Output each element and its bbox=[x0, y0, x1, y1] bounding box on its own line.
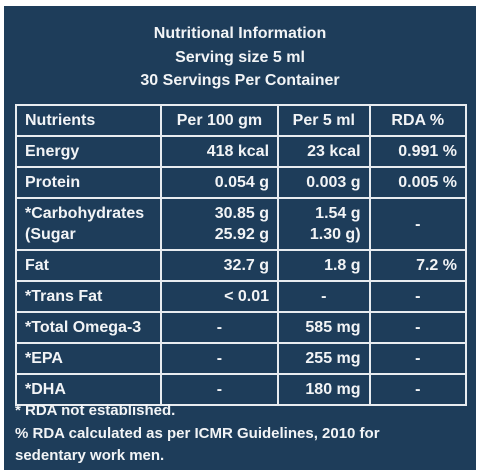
table-cell: - bbox=[277, 280, 371, 313]
table-cell: 0.054 g bbox=[159, 166, 280, 199]
column-header: Per 5 ml bbox=[277, 104, 371, 137]
table-row: *Carbohydrates (Sugar 30.85 g 25.92 g 1.54 g… bbox=[15, 197, 468, 251]
cell-line: *Carbohydrates bbox=[25, 205, 145, 222]
table-row: Fat 32.7 g 1.8 g 7.2 % bbox=[15, 249, 468, 282]
cell-line: 1.30 g) bbox=[309, 226, 361, 243]
table-cell: 180 mg bbox=[277, 373, 371, 406]
table-row: *DHA -180 mg - bbox=[15, 373, 468, 406]
header-line: 30 Servings Per Container bbox=[140, 72, 340, 89]
table-cell: 32.7 g bbox=[159, 249, 280, 282]
table-cell: - bbox=[368, 373, 468, 406]
label-panel: Nutritional Information Serving size 5 ml… bbox=[4, 6, 476, 470]
cell-line: (Sugar bbox=[25, 226, 76, 243]
footnote: * RDA not established. bbox=[15, 402, 176, 419]
table-cell: - bbox=[368, 342, 468, 375]
header: Nutritional Information Serving size 5 ml… bbox=[4, 6, 476, 93]
table-cell: 1.54 g 1.30 g) bbox=[277, 197, 371, 251]
table-cell: - bbox=[368, 280, 468, 313]
footnote: % RDA calculated as per ICMR Guidelines,… bbox=[15, 424, 380, 442]
cell-line: 25.92 g bbox=[214, 226, 270, 243]
table-cell: 0.991 % bbox=[368, 135, 468, 168]
table-row: *Trans Fat < 0.01- - bbox=[15, 280, 468, 313]
table-cell: 0.005 % bbox=[368, 166, 468, 199]
table-row: *EPA -255 mg - bbox=[15, 342, 468, 375]
table-cell: 7.2 % bbox=[368, 249, 468, 282]
header-line: Nutritional Information bbox=[153, 25, 327, 42]
table-cell: 418 kcal bbox=[159, 135, 280, 168]
table-row: Energy 418 kcal 23 kcal 0.991 % bbox=[15, 135, 468, 168]
cell-line: 1.54 g bbox=[315, 205, 361, 222]
footnote: sedentary work men. bbox=[15, 447, 165, 464]
table-cell: Energy bbox=[15, 135, 162, 168]
table-cell: *Trans Fat bbox=[15, 280, 162, 313]
table-cell: - bbox=[159, 311, 280, 344]
table-cell: 1.8 g bbox=[277, 249, 371, 282]
column-header: Nutrients bbox=[15, 104, 162, 137]
table-cell: - bbox=[368, 197, 468, 251]
table-cell: 23 kcal bbox=[277, 135, 371, 168]
table-cell: 0.003 g bbox=[277, 166, 371, 199]
header-row: Nutrients Per 100 gm Per 5 ml RDA % bbox=[15, 104, 468, 137]
table-cell: *Total Omega-3 bbox=[15, 311, 162, 344]
table-row: Protein 0.054 g 0.003 g 0.005 % bbox=[15, 166, 468, 199]
table-cell: < 0.01 bbox=[159, 280, 280, 313]
table-cell: *Carbohydrates (Sugar bbox=[15, 197, 162, 251]
table-cell: Protein bbox=[15, 166, 162, 199]
table-cell: Fat bbox=[15, 249, 162, 282]
cell-line: 30.85 g bbox=[214, 205, 270, 222]
header-line: Serving size 5 ml bbox=[175, 48, 305, 66]
nutrition-table: Nutrients Per 100 gm Per 5 ml RDA % Energy 4… bbox=[15, 104, 468, 406]
footnotes: * RDA not established. % RDA calculated a… bbox=[15, 400, 380, 468]
table-cell: 255 mg bbox=[277, 342, 371, 375]
table-cell: - bbox=[368, 311, 468, 344]
column-header: RDA % bbox=[368, 104, 468, 137]
table-cell: 585 mg bbox=[277, 311, 371, 344]
table-row: *Total Omega-3-585 mg - bbox=[15, 311, 468, 344]
table-cell: - bbox=[159, 342, 280, 375]
table-cell: - bbox=[159, 373, 280, 406]
table-cell: *DHA bbox=[15, 373, 162, 406]
table-cell: 30.85 g 25.92 g bbox=[159, 197, 280, 251]
table-cell: *EPA bbox=[15, 342, 162, 375]
column-header: Per 100 gm bbox=[159, 104, 280, 137]
